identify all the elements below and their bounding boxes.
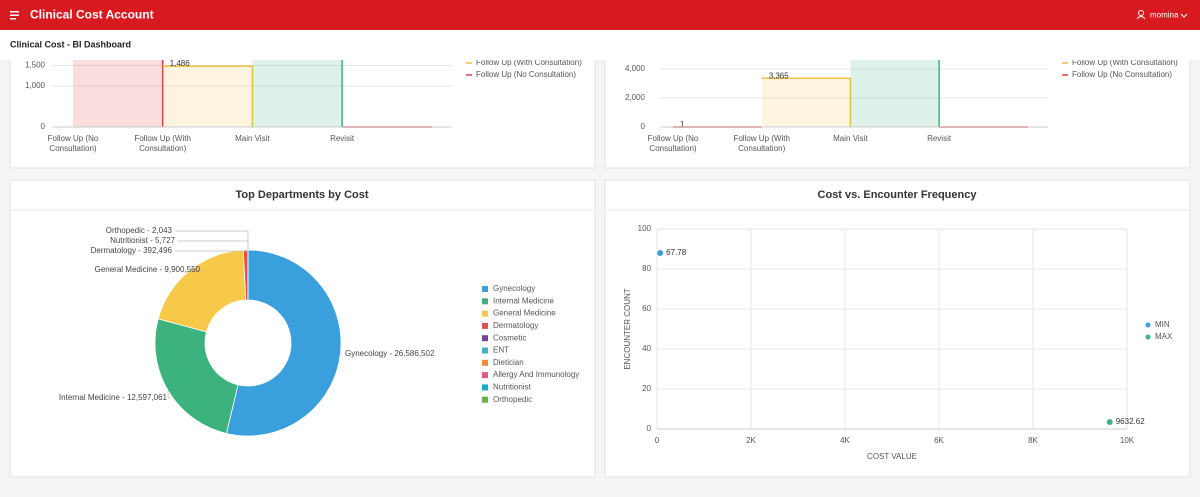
chart-title: Cost vs. Encounter Frequency: [818, 189, 978, 201]
data-label: Internal Medicine - 12,597,061: [59, 393, 168, 402]
data-label: General Medicine - 9,900,550: [95, 265, 201, 274]
y-tick-label: 1,500: [25, 61, 46, 70]
data-label: 1: [680, 120, 685, 129]
legend-swatch: [482, 310, 488, 317]
x-tick-label: Follow Up (No Consultation): [648, 134, 699, 153]
y-tick-label: 0: [647, 424, 652, 433]
legend-swatch: [1145, 322, 1151, 328]
x-tick-label: 10K: [1120, 436, 1135, 445]
leader-line: [175, 230, 249, 250]
legend-label: Dietician: [493, 358, 524, 367]
data-label: 1,486: [170, 59, 191, 68]
y-tick-label: 60: [642, 304, 651, 313]
legend-label: ENT: [493, 346, 509, 355]
y-tick-label: 20: [642, 384, 651, 393]
legend-swatch: [482, 335, 488, 342]
legend-swatch: [482, 347, 488, 354]
y-tick-label: 0: [41, 122, 46, 131]
data-label: 67.78: [666, 248, 687, 257]
legend-swatch: [482, 396, 488, 403]
legend-label: Allergy And Immunology: [493, 370, 579, 379]
x-axis-title: COST VALUE: [867, 452, 917, 461]
top-bar: Clinical Cost - BI Dashboard Clinical Co…: [0, 0, 1200, 60]
x-tick-label: 0: [655, 436, 660, 445]
app-title: Clinical Cost Account: [30, 8, 154, 22]
legend-swatch: [1145, 334, 1151, 340]
legend-label: General Medicine: [493, 309, 556, 318]
x-tick-label: Main Visit: [833, 134, 868, 143]
data-label: 9632.62: [1116, 417, 1145, 426]
chart-title: Top Departments by Cost: [235, 189, 368, 201]
legend-swatch: [482, 384, 488, 391]
header: [0, 0, 1200, 30]
y-tick-label: 2,000: [625, 93, 646, 102]
legend-swatch: [482, 286, 488, 292]
menu-icon[interactable]: [10, 11, 19, 20]
data-label: Orthopedic - 2,043: [106, 226, 173, 235]
y-tick-label: 100: [638, 224, 652, 233]
data-label: Gynecology - 26,586,502: [345, 349, 435, 358]
leader-line: [175, 250, 246, 252]
x-tick-label: 4K: [840, 436, 850, 445]
legend-label: Orthopedic: [493, 395, 532, 404]
y-tick-label: 0: [641, 122, 646, 131]
legend-label: Gynecology: [493, 284, 535, 293]
legend-label: Nutritionist: [493, 383, 532, 392]
x-tick-label: Follow Up (With Consultation): [134, 134, 190, 153]
y-tick-label: 80: [642, 264, 651, 273]
leader-line: [167, 390, 170, 399]
legend-label: Internal Medicine: [493, 296, 554, 305]
legend-label: Follow Up (No Consultation): [476, 70, 576, 79]
donut-slice: [154, 318, 239, 434]
legend-swatch: [482, 372, 488, 379]
legend-label: Cosmetic: [493, 333, 526, 342]
data-label: Nutritionist - 5,727: [110, 236, 175, 245]
scatter-point: [657, 250, 664, 256]
legend-label: Follow Up (No Consultation): [1072, 70, 1172, 79]
x-tick-label: Follow Up (With Consultation): [733, 134, 789, 153]
legend-label: MAX: [1155, 332, 1173, 341]
dropdown-icon[interactable]: [1180, 13, 1188, 18]
breadcrumb-bar: [0, 30, 1200, 60]
y-axis-title: ENCOUNTER COUNT: [623, 288, 632, 369]
step-area: [162, 66, 253, 127]
data-label: Dermatology - 392,496: [91, 246, 173, 255]
scatter-point: [1106, 419, 1113, 425]
charts: 0 1,000 1,500 Follow Up (No Consultation) 1,4…: [9, 36, 1191, 478]
x-tick-label: 6K: [934, 436, 944, 445]
donut-slice: [225, 249, 342, 437]
y-tick-label: 1,000: [25, 81, 46, 90]
y-tick-label: 40: [642, 344, 651, 353]
donut-slice: [157, 249, 247, 333]
legend-label: Follow Up (With Consultation): [1072, 58, 1178, 67]
legend-swatch: [482, 359, 488, 366]
step-area: [850, 54, 940, 127]
x-tick-label: 8K: [1028, 436, 1038, 445]
leader-line: [189, 269, 203, 271]
step-area: [761, 78, 851, 127]
legend-swatch: [482, 298, 488, 305]
user-icon[interactable]: [1138, 10, 1144, 16]
x-tick-label: Revisit: [330, 134, 355, 143]
legend-label: Follow Up (With Consultation): [476, 58, 582, 67]
y-tick-label: 4,000: [625, 64, 646, 73]
breadcrumb: Clinical Cost - BI Dashboard: [10, 39, 131, 49]
x-tick-label: Follow Up (No Consultation): [48, 134, 99, 153]
legend-label: MIN: [1155, 320, 1170, 329]
user-name[interactable]: momina: [1150, 11, 1179, 20]
legend-swatch: [482, 322, 488, 329]
legend-label: Dermatology: [493, 321, 538, 330]
user-icon[interactable]: [1136, 16, 1146, 20]
data-label: 3,365: [769, 71, 790, 80]
x-tick-label: 2K: [746, 436, 756, 445]
x-tick-label: Revisit: [927, 134, 952, 143]
x-tick-label: Main Visit: [235, 134, 270, 143]
panel: [9, 39, 596, 169]
panel: [604, 179, 1191, 478]
